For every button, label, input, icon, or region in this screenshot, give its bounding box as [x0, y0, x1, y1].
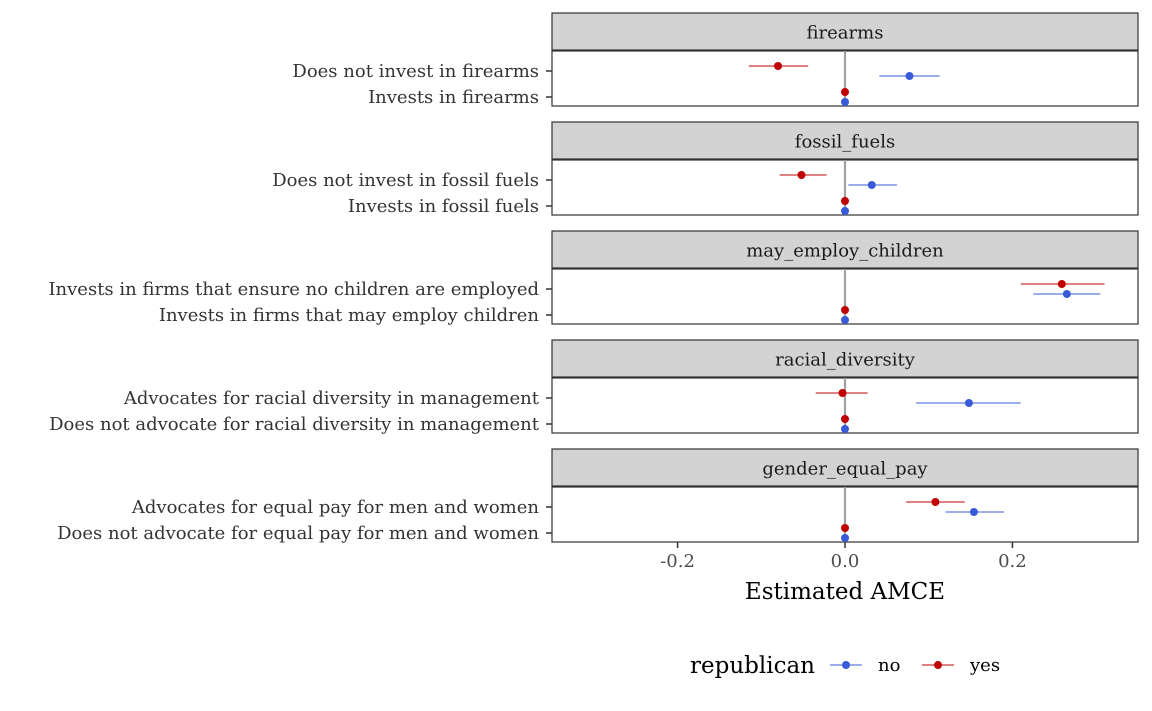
x-tick-label: -0.2	[660, 551, 695, 572]
legend: republican no yes	[690, 653, 1000, 679]
point-yes	[841, 197, 849, 205]
y-tick-label: Invests in firms that ensure no children…	[48, 279, 539, 300]
facet-panel-4: gender_equal_pay Advocates for equal pay …	[57, 448, 1139, 544]
point-yes	[797, 171, 806, 179]
facet-panels: firearms Does not invest in firearms Inves…	[48, 12, 1139, 544]
y-tick-label: Advocates for racial diversity in manage…	[123, 388, 540, 409]
facet-strip	[551, 121, 1139, 160]
facet-panel-2: may_employ_children Invests in firms that…	[48, 230, 1139, 326]
point-no	[841, 425, 849, 433]
point-no	[841, 316, 849, 324]
facet-panel-0: firearms Does not invest in firearms Inves…	[292, 12, 1139, 108]
point-no	[841, 207, 849, 215]
legend-key-point-no	[842, 661, 850, 669]
facet-strip-label: fossil_fuels	[795, 132, 895, 153]
facet-strip-label: firearms	[807, 23, 884, 44]
point-no	[964, 399, 973, 407]
y-tick-label: Does not advocate for racial diversity i…	[49, 414, 540, 435]
y-tick-label: Invests in fossil fuels	[348, 196, 539, 217]
y-tick-label: Does not invest in firearms	[292, 61, 539, 82]
facet-strip-label: may_employ_children	[746, 241, 944, 262]
point-yes	[838, 389, 847, 397]
point-yes	[841, 88, 849, 96]
point-no	[841, 98, 849, 106]
point-yes	[931, 498, 940, 506]
point-yes	[841, 524, 849, 532]
y-tick-label: Advocates for equal pay for men and wome…	[131, 497, 540, 518]
facet-strip-label: racial_diversity	[775, 350, 916, 371]
x-tick-label: 0.2	[998, 551, 1027, 572]
facet-panel-3: racial_diversity Advocates for racial div…	[49, 339, 1139, 435]
y-tick-label: Invests in firearms	[368, 87, 539, 108]
y-tick-label: Does not invest in fossil fuels	[272, 170, 539, 191]
facet-strip	[551, 339, 1139, 378]
facet-strip-label: gender_equal_pay	[762, 459, 928, 480]
point-yes	[774, 62, 783, 70]
point-no	[867, 181, 876, 189]
legend-title: republican	[690, 653, 815, 679]
x-axis-title: Estimated AMCE	[745, 579, 945, 605]
point-no	[841, 534, 849, 542]
point-yes	[841, 306, 849, 314]
point-no	[969, 508, 978, 516]
facet-strip	[551, 448, 1139, 487]
point-yes	[1057, 280, 1066, 288]
legend-label-no: no	[878, 655, 900, 676]
x-axis: -0.2 0.0 0.2	[660, 542, 1027, 572]
point-yes	[841, 415, 849, 423]
legend-key-point-yes	[934, 661, 942, 669]
x-tick-label: 0.0	[831, 551, 860, 572]
facet-panel-1: fossil_fuels Does not invest in fossil fu…	[272, 121, 1139, 217]
y-tick-label: Does not advocate for equal pay for men …	[57, 523, 539, 544]
y-tick-label: Invests in firms that may employ childre…	[159, 305, 540, 326]
facet-strip	[551, 12, 1139, 51]
facet-strip	[551, 230, 1139, 269]
legend-label-yes: yes	[969, 655, 1000, 676]
point-no	[905, 72, 914, 80]
point-no	[1062, 290, 1071, 298]
